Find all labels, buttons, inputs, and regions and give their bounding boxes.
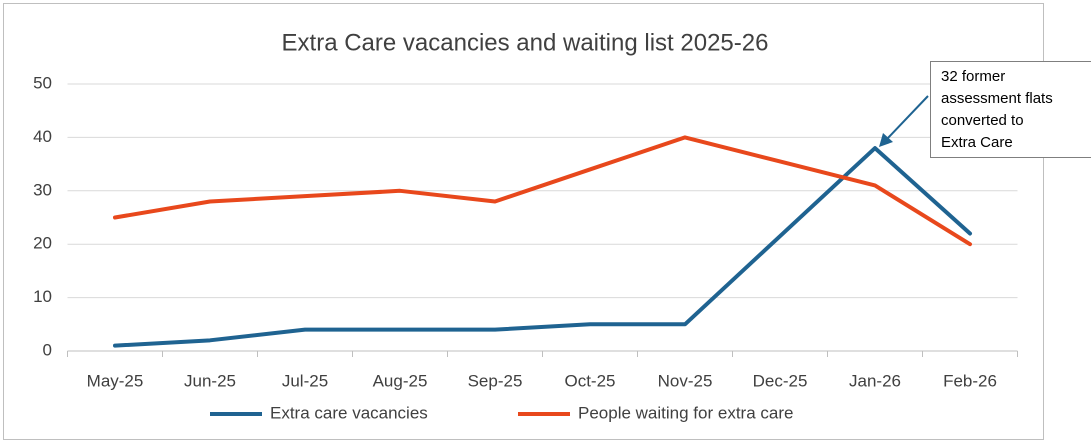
legend-label: People waiting for extra care: [578, 403, 793, 422]
annotation-text: converted to: [941, 112, 1024, 129]
x-tick-label: Oct-25: [564, 371, 615, 390]
series-line: [113, 146, 972, 348]
y-tick-label: 20: [33, 234, 52, 253]
annotation-arrowhead: [879, 133, 893, 147]
x-tick-label: May-25: [87, 371, 144, 390]
x-tick-label: Sep-25: [468, 371, 523, 390]
chart-border: [3, 3, 1044, 440]
x-tick-label: Jan-26: [849, 371, 901, 390]
annotation-box: [930, 61, 1091, 158]
annotation-text: 32 former: [941, 68, 1005, 85]
annotation-text: Extra Care: [941, 134, 1013, 151]
x-tick-label: Jul-25: [282, 371, 328, 390]
y-tick-label: 30: [33, 180, 52, 199]
x-tick-label: Feb-26: [943, 371, 997, 390]
y-tick-label: 0: [43, 340, 52, 359]
y-tick-label: 10: [33, 287, 52, 306]
x-tick-label: Nov-25: [658, 371, 713, 390]
legend-label: Extra care vacancies: [270, 403, 428, 422]
chart-title: Extra Care vacancies and waiting list 20…: [282, 29, 769, 56]
y-tick-label: 50: [33, 73, 52, 92]
x-tick-label: Jun-25: [184, 371, 236, 390]
y-tick-label: 40: [33, 127, 52, 146]
annotation-text: assessment flats: [941, 90, 1053, 107]
x-tick-label: Aug-25: [373, 371, 428, 390]
annotation-arrow: [886, 95, 929, 140]
series-line: [113, 135, 972, 247]
x-tick-label: Dec-25: [753, 371, 808, 390]
